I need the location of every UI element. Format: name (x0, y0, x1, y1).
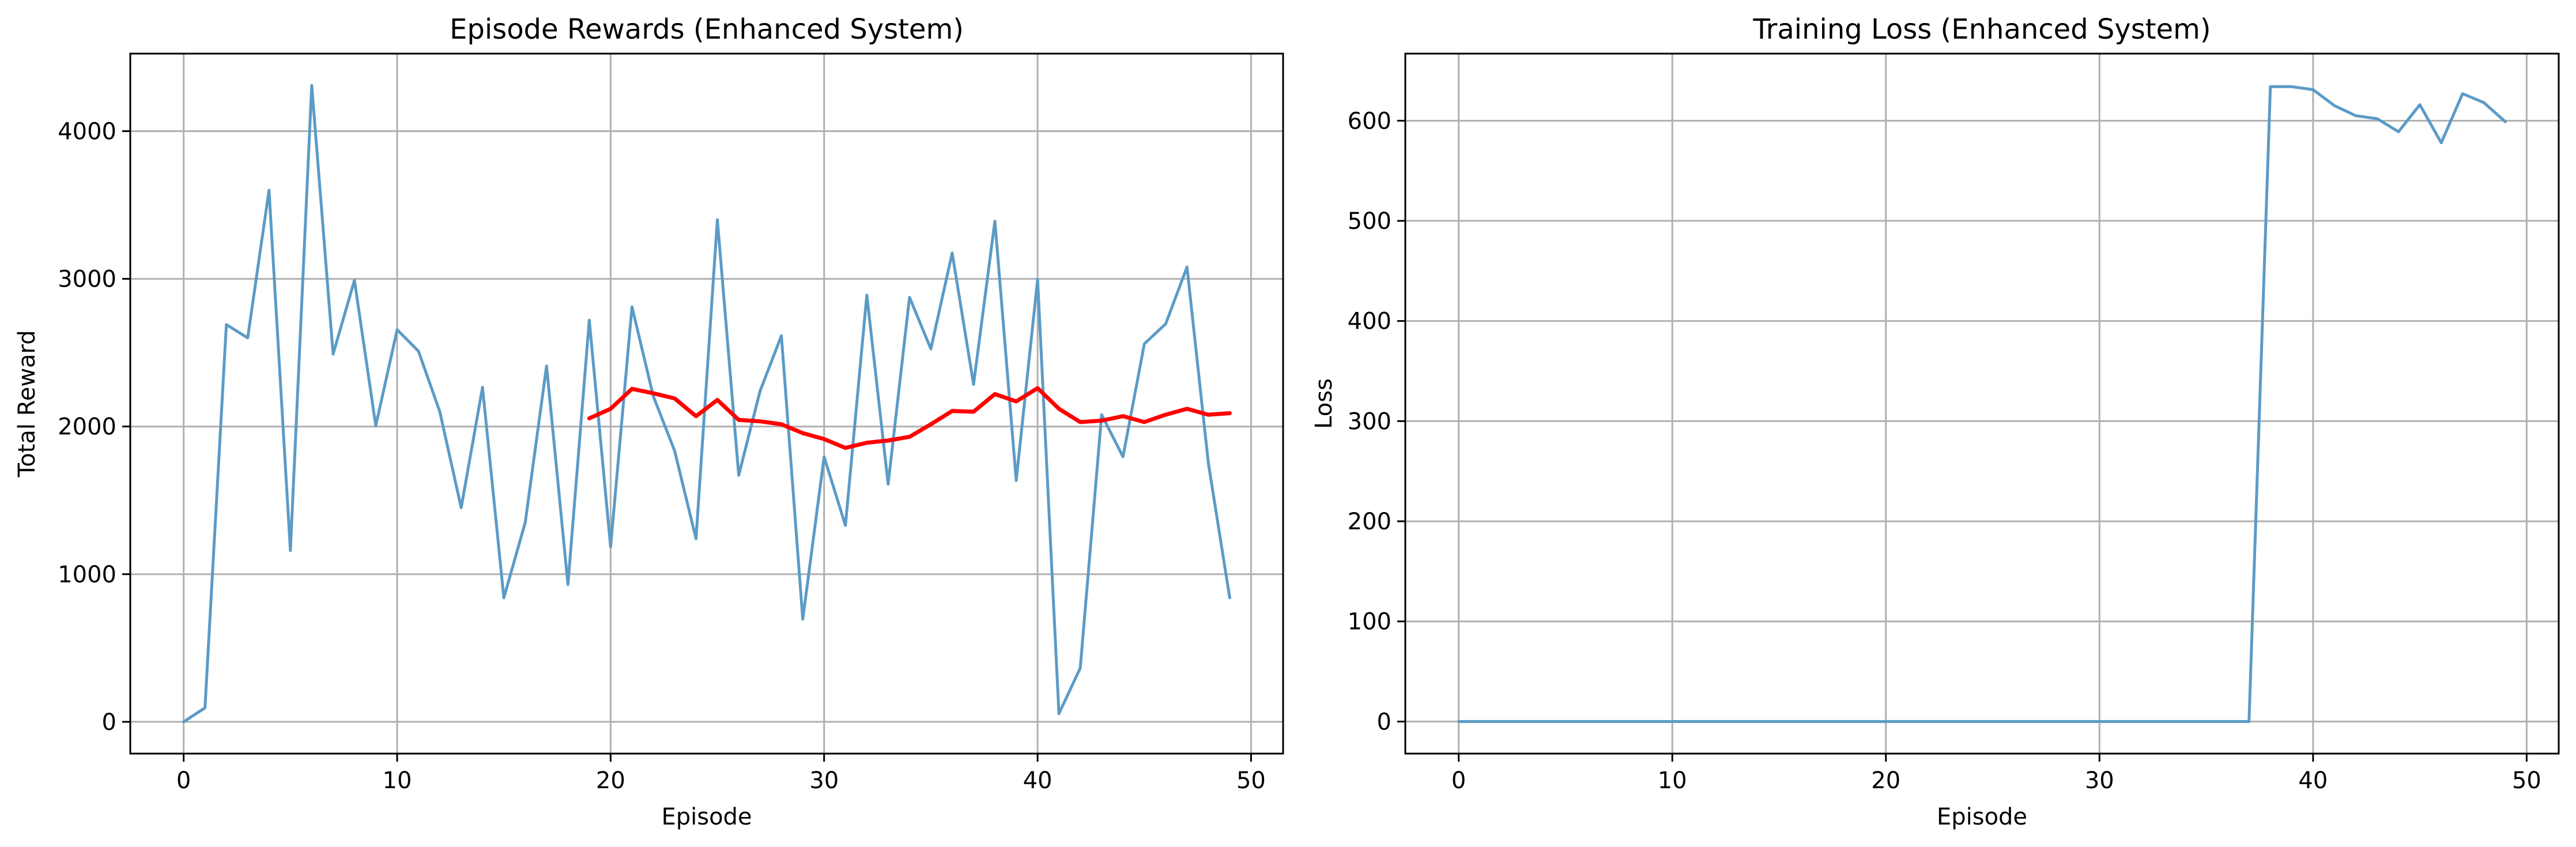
y-axis-label: Loss (1311, 378, 1337, 429)
x-tick-label: 40 (2298, 767, 2328, 794)
series-line (182, 84, 1231, 724)
x-tick-label: 20 (1871, 767, 1900, 794)
x-tick-label: 20 (596, 767, 625, 794)
y-axis-label: Total Reward (14, 330, 40, 477)
x-tick-label: 30 (2085, 767, 2114, 794)
plot-frame (129, 52, 1284, 755)
y-tick-label: 500 (1348, 208, 1391, 235)
x-tick-label: 0 (176, 767, 191, 794)
chart-title: Training Loss (Enhanced System) (1752, 13, 2211, 46)
x-axis-label: Episode (661, 804, 752, 830)
y-tick-label: 600 (1348, 108, 1391, 134)
series-line (1457, 85, 2507, 723)
x-tick-label: 40 (1023, 767, 1053, 794)
x-tick-label: 30 (809, 767, 839, 794)
y-tick-label: 2000 (58, 414, 116, 441)
y-tick-label: 300 (1348, 408, 1391, 435)
x-tick-label: 10 (1658, 767, 1687, 794)
y-tick-label: 400 (1348, 308, 1391, 335)
moving-average-line (587, 386, 1232, 450)
y-tick-label: 1000 (58, 562, 116, 588)
chart-title: Episode Rewards (Enhanced System) (450, 13, 964, 46)
y-tick-label: 200 (1348, 509, 1391, 535)
x-tick-label: 0 (1451, 767, 1466, 794)
y-tick-label: 0 (1377, 709, 1391, 735)
x-tick-label: 50 (2512, 767, 2541, 794)
y-tick-label: 100 (1348, 609, 1391, 635)
x-tick-label: 10 (383, 767, 412, 794)
reward-chart: 0 10 20 30 40 50 0 1000 2000 3000 4000 Episode Rewa… (14, 13, 1284, 830)
y-tick-label: 4000 (58, 118, 116, 145)
x-axis-label: Episode (1937, 804, 2027, 830)
y-tick-label: 0 (102, 709, 116, 736)
x-tick-label: 50 (1236, 767, 1266, 794)
plot-frame (1404, 52, 2560, 755)
y-tick-label: 3000 (58, 266, 116, 293)
